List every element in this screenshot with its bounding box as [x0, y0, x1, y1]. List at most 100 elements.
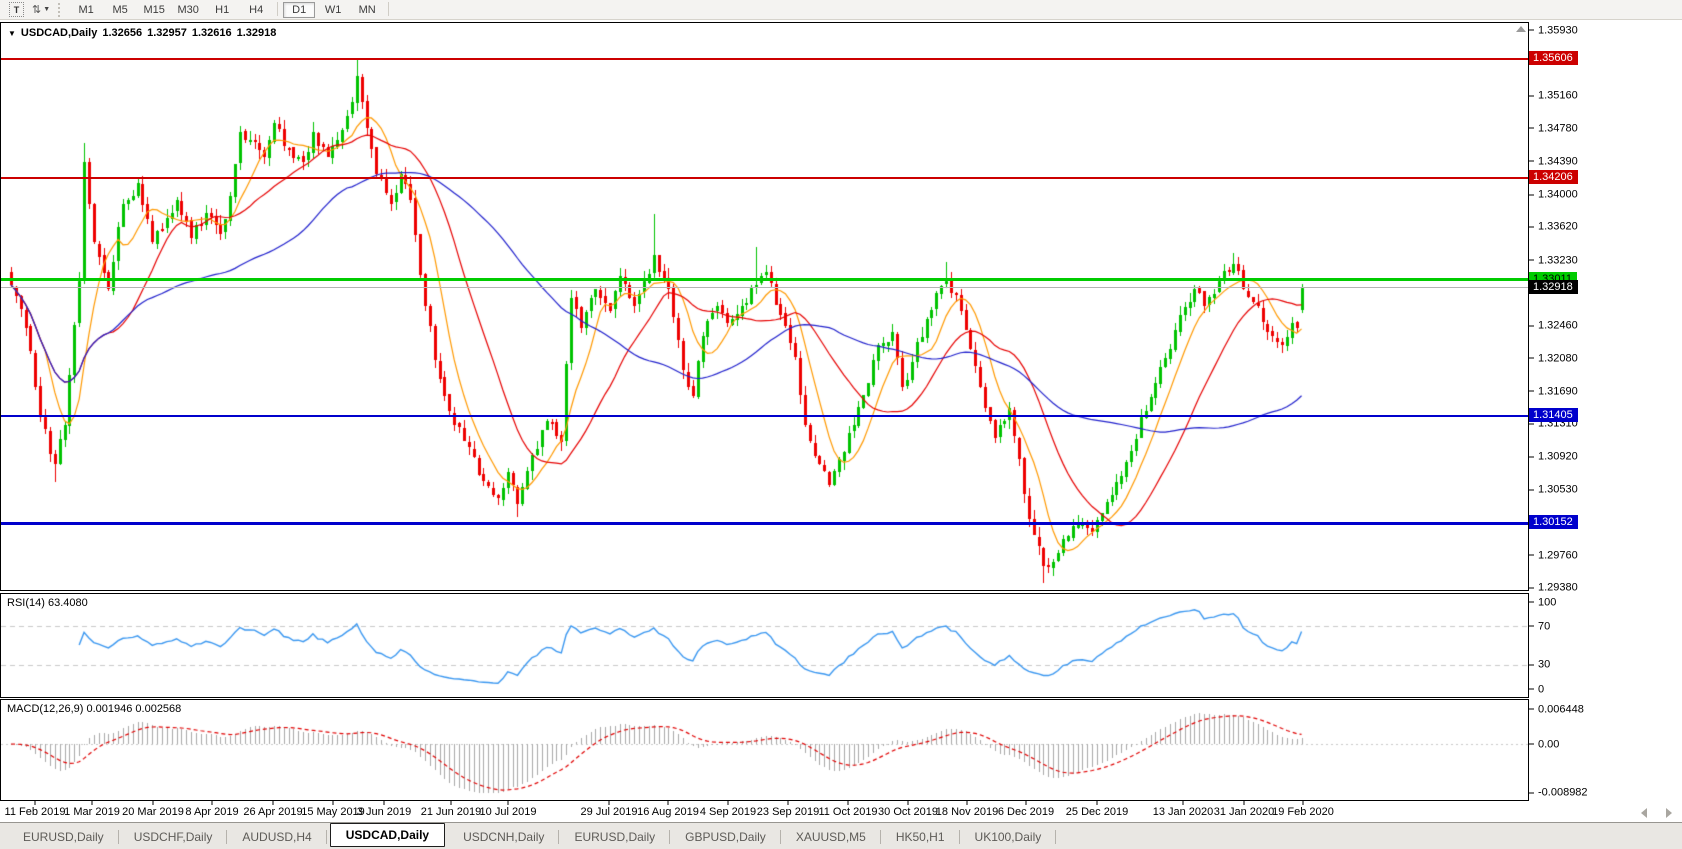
timeframe-button-m30[interactable]: M30: [177, 3, 199, 16]
axis-tick-label: 1.31690: [1538, 385, 1578, 398]
axis-tick-mark: [1529, 708, 1534, 710]
axis-tick-label: 70: [1538, 620, 1551, 633]
rsi-indicator-panel[interactable]: RSI(14) 63.4080: [0, 593, 1529, 698]
chart-symbol-label: USDCAD,Daily: [20, 27, 98, 39]
chart-tab-hk50-h1[interactable]: HK50,H1: [881, 827, 960, 847]
scroll-right-arrow-icon[interactable]: [1666, 808, 1672, 818]
tab-separator: [117, 830, 119, 844]
axis-tick-mark: [1529, 664, 1534, 666]
date-axis-label: 13 Jan 2020: [1152, 806, 1214, 818]
arrange-tool-button[interactable]: ⇅ ▼: [28, 1, 54, 18]
date-tick-mark: [91, 801, 93, 805]
chart-title: ▼ USDCAD,Daily 1.32656 1.32957 1.32616 1…: [8, 27, 276, 39]
date-axis[interactable]: 11 Feb 2019 1 Mar 2019 20 Mar 2019 8 Apr 20…: [0, 801, 1682, 822]
timeframe-button-m15[interactable]: M15: [143, 3, 165, 16]
chart-tab-usdcnh-daily[interactable]: USDCNH,Daily: [448, 827, 560, 847]
axis-tick-mark: [1529, 688, 1534, 690]
text-label-tool-button[interactable]: T: [5, 1, 28, 18]
date-axis-label: 30 Oct 2019: [878, 806, 938, 818]
timeframe-button-w1[interactable]: W1: [324, 3, 342, 16]
toolbar-separator: [277, 1, 279, 16]
timeframe-button-mn[interactable]: MN: [358, 3, 376, 16]
axis-tick-label: 1.34390: [1538, 155, 1578, 168]
axis-tick-mark: [1529, 95, 1534, 97]
horizontal-line-support-2[interactable]: [1, 522, 1528, 525]
date-tick-mark: [211, 801, 213, 805]
price-axis[interactable]: 1.35930 1.35160 1.34780 1.34390 1.34000 1.336…: [1529, 20, 1682, 822]
horizontal-line-current-price[interactable]: [1, 287, 1528, 288]
horizontal-line-support-1[interactable]: [1, 415, 1528, 417]
scroll-left-arrow-icon[interactable]: [1641, 808, 1647, 818]
price-canvas[interactable]: [1, 23, 1528, 590]
sort-arrows-icon: ⇅: [32, 4, 41, 16]
axis-tick-mark: [1529, 587, 1534, 589]
price-chart-panel[interactable]: ▼ USDCAD,Daily 1.32656 1.32957 1.32616 1…: [0, 22, 1529, 591]
price-axis-tick: 1.35930: [1529, 24, 1578, 37]
date-axis-label: 11 Feb 2019: [4, 806, 66, 818]
chart-tab-label: HK50,H1: [895, 830, 945, 844]
tab-separator: [1055, 830, 1057, 844]
horizontal-line-resistance-1[interactable]: [1, 58, 1528, 60]
chart-tab-uk100-daily[interactable]: UK100,Daily: [960, 827, 1057, 847]
timeframe-button-m5[interactable]: M5: [112, 3, 128, 16]
ohlc-close: 1.32918: [236, 27, 277, 39]
chart-tab-audusd-h4[interactable]: AUDUSD,H4: [227, 827, 327, 847]
macd-label: MACD(12,26,9) 0.001946 0.002568: [7, 703, 182, 715]
date-tick-mark: [966, 801, 968, 805]
chart-tab-usdchf-daily[interactable]: USDCHF,Daily: [119, 827, 228, 847]
tab-separator: [669, 830, 671, 844]
date-axis-label: 15 May 2019: [301, 806, 365, 818]
date-tick-mark: [1243, 801, 1245, 805]
axis-tick-label: 0.00: [1538, 738, 1560, 750]
chart-tab-label: AUDUSD,H4: [242, 830, 312, 844]
chart-menu-arrow-icon[interactable]: ▼: [8, 28, 16, 38]
horizontal-line-resistance-3[interactable]: [1, 278, 1528, 281]
timeframe-button-m1[interactable]: M1: [78, 3, 94, 16]
date-tick-mark: [152, 801, 154, 805]
chart-tab-eurusd-daily[interactable]: EURUSD,Daily: [559, 827, 671, 847]
date-axis-label: 3 Jun 2019: [356, 806, 412, 818]
axis-tick-mark: [1529, 29, 1534, 31]
axis-tick-label: 1.29760: [1538, 549, 1578, 562]
axis-tick-mark: [1529, 390, 1534, 392]
date-axis-label: 10 Jul 2019: [479, 806, 537, 818]
macd-canvas[interactable]: [1, 700, 1528, 800]
chart-tab-eurusd-daily[interactable]: EURUSD,Daily: [8, 827, 119, 847]
horizontal-line-resistance-2[interactable]: [1, 177, 1528, 179]
price-axis-tick: 1.29380: [1529, 581, 1578, 594]
timeframe-button-h4[interactable]: H4: [249, 3, 264, 16]
date-tick-mark: [1302, 801, 1304, 805]
date-axis-label: 25 Dec 2019: [1065, 806, 1129, 818]
axis-tick-mark: [1529, 792, 1534, 793]
axis-tick-mark: [1529, 226, 1534, 228]
chart-tabs-bar: EURUSD,Daily USDCHF,Daily AUDUSD,H4 USDCAD,…: [0, 822, 1682, 849]
date-axis-label: 23 Sep 2019: [756, 806, 820, 818]
ohlc-low: 1.32616: [191, 27, 232, 39]
date-tick-mark: [1182, 801, 1184, 805]
chart-tab-usdcad-daily[interactable]: USDCAD,Daily: [329, 823, 446, 847]
price-level-badge-current-price: 1.32918: [1529, 279, 1578, 294]
price-axis-tick: 1.32080: [1529, 352, 1578, 365]
chart-shift-marker-icon[interactable]: [1516, 26, 1526, 32]
axis-tick-label: 1.34780: [1538, 122, 1578, 135]
date-axis-label: 4 Sep 2019: [699, 806, 757, 818]
timeframe-buttons: M1 M5 M15 M30 H1 H4 D1 W1 MN: [69, 1, 393, 18]
timeframe-button-d1[interactable]: D1: [283, 1, 316, 18]
axis-tick-label: 30: [1538, 658, 1551, 671]
timeframe-button-h1[interactable]: H1: [215, 3, 230, 16]
rsi-canvas[interactable]: [1, 594, 1528, 697]
tab-separator: [879, 830, 881, 844]
chart-tab-xauusd-m5[interactable]: XAUUSD,M5: [781, 827, 881, 847]
date-tick-mark: [34, 801, 36, 805]
date-axis-label: 16 Aug 2019: [637, 806, 699, 818]
chevron-down-icon: ▼: [43, 6, 51, 13]
chart-tab-label: USDCAD,Daily: [345, 828, 430, 842]
date-axis-label: 1 Mar 2019: [64, 806, 120, 818]
axis-tick-mark: [1529, 601, 1534, 603]
chart-tab-label: UK100,Daily: [974, 830, 1042, 844]
price-level-badge-support-2: 1.30152: [1529, 515, 1578, 530]
axis-tick-label: 100: [1538, 596, 1557, 608]
chart-tab-gbpusd-daily[interactable]: GBPUSD,Daily: [670, 827, 781, 847]
price-axis-tick: 1.31690: [1529, 385, 1578, 398]
macd-indicator-panel[interactable]: MACD(12,26,9) 0.001946 0.002568: [0, 699, 1529, 801]
